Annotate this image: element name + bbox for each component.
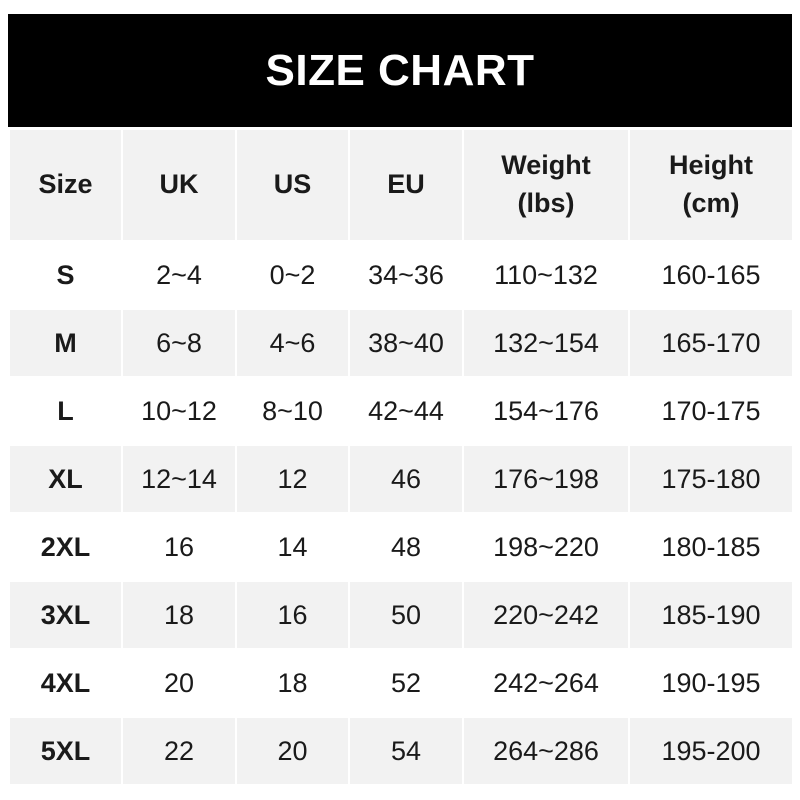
- table-cell: 10~12: [121, 376, 237, 446]
- table-row: XL 12~14 12 46 176~198 175-180: [8, 444, 794, 514]
- size-cell: 4XL: [8, 648, 123, 718]
- header-row: Size UK US EU Weight (lbs) Height (cm): [8, 128, 794, 242]
- table-cell: 132~154: [462, 308, 630, 378]
- table-cell: 0~2: [235, 240, 350, 310]
- table-cell: 195-200: [628, 716, 794, 786]
- table-cell: 6~8: [121, 308, 237, 378]
- table-row: L 10~12 8~10 42~44 154~176 170-175: [8, 376, 794, 446]
- table-cell: 185-190: [628, 580, 794, 650]
- table-cell: 20: [121, 648, 237, 718]
- table-cell: 190-195: [628, 648, 794, 718]
- table-cell: 170-175: [628, 376, 794, 446]
- table-cell: 220~242: [462, 580, 630, 650]
- size-cell: XL: [8, 444, 123, 514]
- table-cell: 20: [235, 716, 350, 786]
- size-cell: 2XL: [8, 512, 123, 582]
- size-cell: S: [8, 240, 123, 310]
- column-header: UK: [121, 128, 237, 242]
- table-cell: 18: [235, 648, 350, 718]
- table-cell: 14: [235, 512, 350, 582]
- table-cell: 34~36: [348, 240, 464, 310]
- table-cell: 198~220: [462, 512, 630, 582]
- table-cell: 160-165: [628, 240, 794, 310]
- table-row: M 6~8 4~6 38~40 132~154 165-170: [8, 308, 794, 378]
- table-cell: 16: [235, 580, 350, 650]
- size-cell: M: [8, 308, 123, 378]
- table-cell: 52: [348, 648, 464, 718]
- size-cell: 5XL: [8, 716, 123, 786]
- size-cell: L: [8, 376, 123, 446]
- table-cell: 50: [348, 580, 464, 650]
- table-cell: 264~286: [462, 716, 630, 786]
- table-row: 4XL 20 18 52 242~264 190-195: [8, 648, 794, 718]
- table-cell: 242~264: [462, 648, 630, 718]
- table-cell: 180-185: [628, 512, 794, 582]
- table-cell: 165-170: [628, 308, 794, 378]
- column-header: Weight (lbs): [462, 128, 630, 242]
- table-row: 3XL 18 16 50 220~242 185-190: [8, 580, 794, 650]
- column-header: Height (cm): [628, 128, 794, 242]
- table-cell: 42~44: [348, 376, 464, 446]
- table-cell: 22: [121, 716, 237, 786]
- table-row: 5XL 22 20 54 264~286 195-200: [8, 716, 794, 786]
- table-cell: 48: [348, 512, 464, 582]
- column-header: Size: [8, 128, 123, 242]
- table-cell: 46: [348, 444, 464, 514]
- table-cell: 154~176: [462, 376, 630, 446]
- size-table: Size UK US EU Weight (lbs) Height (cm) S 2~4 0~…: [8, 128, 794, 786]
- table-cell: 175-180: [628, 444, 794, 514]
- table-cell: 12~14: [121, 444, 237, 514]
- table-cell: 54: [348, 716, 464, 786]
- table-cell: 16: [121, 512, 237, 582]
- table-cell: 176~198: [462, 444, 630, 514]
- column-header: US: [235, 128, 350, 242]
- table-cell: 110~132: [462, 240, 630, 310]
- table-cell: 8~10: [235, 376, 350, 446]
- column-header: EU: [348, 128, 464, 242]
- table-row: S 2~4 0~2 34~36 110~132 160-165: [8, 240, 794, 310]
- table-cell: 2~4: [121, 240, 237, 310]
- size-chart-title: SIZE CHART: [8, 14, 792, 127]
- table-cell: 18: [121, 580, 237, 650]
- table-cell: 38~40: [348, 308, 464, 378]
- table-row: 2XL 16 14 48 198~220 180-185: [8, 512, 794, 582]
- size-cell: 3XL: [8, 580, 123, 650]
- table-cell: 12: [235, 444, 350, 514]
- table-cell: 4~6: [235, 308, 350, 378]
